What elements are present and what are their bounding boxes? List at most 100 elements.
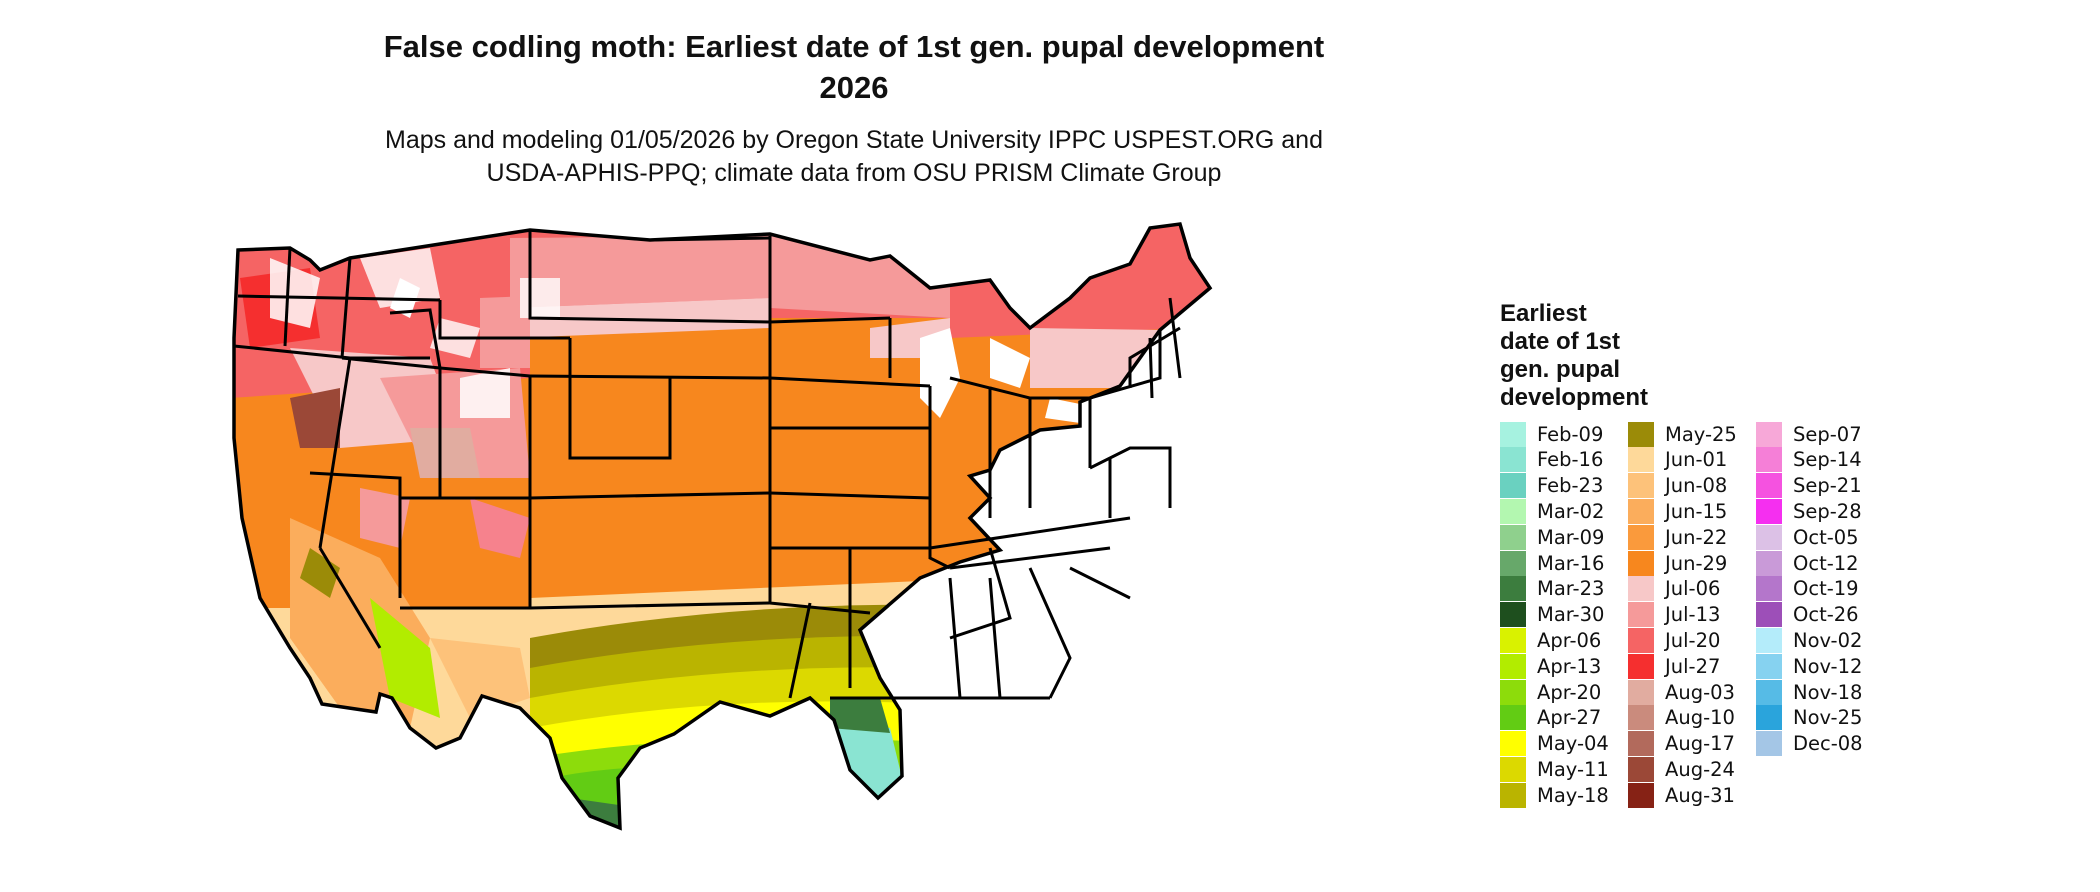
legend-swatch [1628,421,1654,447]
legend-item: Nov-18 [1756,679,1862,705]
legend-label: Mar-16 [1537,551,1605,575]
legend-label: Oct-12 [1793,551,1859,575]
legend-item: Aug-10 [1628,705,1735,731]
legend-label: Nov-12 [1793,654,1863,678]
legend-label: Sep-14 [1793,448,1862,472]
legend-swatch [1756,731,1782,757]
legend-label: Aug-10 [1665,706,1735,730]
legend-swatch [1500,421,1526,447]
legend-item: Aug-31 [1628,782,1735,808]
legend-item: Mar-16 [1500,550,1604,576]
legend-label: May-04 [1537,732,1609,756]
legend-label: Aug-31 [1665,783,1735,807]
legend-item: Nov-02 [1756,627,1862,653]
legend-item: Sep-21 [1756,473,1862,499]
legend-label: Aug-24 [1665,757,1735,781]
map-title: False codling moth: Earliest date of 1st… [250,26,1458,108]
legend-swatch [1500,602,1526,628]
legend-title-line: date of 1st [1500,328,1621,355]
legend-label: Sep-28 [1793,499,1862,523]
legend-item: Jun-01 [1628,447,1727,473]
legend-item: Aug-03 [1628,679,1735,705]
legend-title: Earliest date of 1st gen. pupal developm… [1500,300,1720,412]
legend-label: Nov-02 [1793,628,1863,652]
us-map-graphic [232,222,1212,830]
legend-item: Nov-12 [1756,653,1862,679]
legend-swatch [1500,679,1526,705]
legend-item: Aug-24 [1628,756,1735,782]
legend-label: Nov-18 [1793,680,1863,704]
legend-label: Sep-21 [1793,474,1862,498]
legend-label: Jun-08 [1665,474,1728,498]
legend-label: Jun-29 [1665,551,1728,575]
legend-item: Mar-09 [1500,524,1604,550]
us-map [230,218,1470,888]
legend-swatch [1756,627,1782,653]
legend-swatch [1628,602,1654,628]
legend-label: Jun-22 [1665,525,1728,549]
legend-label: Mar-23 [1537,577,1605,601]
legend-title-line: Earliest [1500,300,1587,327]
legend-label: Oct-26 [1793,603,1859,627]
legend-item: Dec-08 [1756,731,1863,757]
legend-swatch [1628,473,1654,499]
legend-label: May-25 [1665,422,1737,446]
legend-swatch [1756,679,1782,705]
legend-label: May-11 [1537,757,1609,781]
legend-item: Sep-07 [1756,421,1862,447]
legend-swatch [1756,447,1782,473]
legend-swatch [1628,782,1654,808]
legend-item: May-04 [1500,731,1609,757]
legend-swatch [1756,602,1782,628]
legend-swatch [1500,627,1526,653]
legend-swatch [1500,705,1526,731]
legend-label: May-18 [1537,783,1609,807]
legend-item: May-25 [1628,421,1737,447]
legend-label: Mar-02 [1537,499,1605,523]
legend-item: Jun-15 [1628,498,1727,524]
legend-swatch [1500,524,1526,550]
legend-swatch [1500,731,1526,757]
legend-swatch [1628,576,1654,602]
legend-swatch [1628,550,1654,576]
legend-item: Oct-05 [1756,524,1859,550]
legend-swatch [1500,447,1526,473]
legend-swatch [1756,473,1782,499]
legend-item: Jul-13 [1628,602,1720,628]
legend-item: Feb-16 [1500,447,1603,473]
legend-swatch [1500,756,1526,782]
legend-label: Jul-27 [1665,654,1721,678]
legend-swatch [1756,498,1782,524]
legend-title-line: development [1500,384,1649,411]
legend-swatch [1756,653,1782,679]
legend-item: Sep-14 [1756,447,1862,473]
legend-item: Jul-06 [1628,576,1720,602]
legend-swatch [1500,576,1526,602]
legend-item: May-18 [1500,782,1609,808]
legend-item: Oct-19 [1756,576,1859,602]
legend-swatch [1756,550,1782,576]
legend-item: May-11 [1500,756,1609,782]
legend-swatch [1628,731,1654,757]
legend-swatch [1628,679,1654,705]
legend-swatch [1756,524,1782,550]
legend-swatch [1628,447,1654,473]
legend-label: Aug-03 [1665,680,1735,704]
legend-label: Apr-20 [1537,680,1602,704]
legend-label: Feb-23 [1537,474,1604,498]
legend-swatch [1628,653,1654,679]
legend-label: Feb-09 [1537,422,1604,446]
legend-label: Nov-25 [1793,706,1863,730]
legend-item: Feb-23 [1500,473,1603,499]
legend-item: Mar-23 [1500,576,1604,602]
legend-label: Aug-17 [1665,732,1735,756]
legend-item: Jun-29 [1628,550,1727,576]
legend-item: Jun-22 [1628,524,1727,550]
legend-swatch [1628,705,1654,731]
map-subtitle-line-1: Maps and modeling 01/05/2026 by Oregon S… [385,126,1323,154]
legend-item: Mar-02 [1500,498,1604,524]
legend-label: Jul-13 [1665,603,1721,627]
map-subtitle: Maps and modeling 01/05/2026 by Oregon S… [250,124,1458,190]
legend-swatch [1500,782,1526,808]
legend-label: Jul-20 [1665,628,1721,652]
